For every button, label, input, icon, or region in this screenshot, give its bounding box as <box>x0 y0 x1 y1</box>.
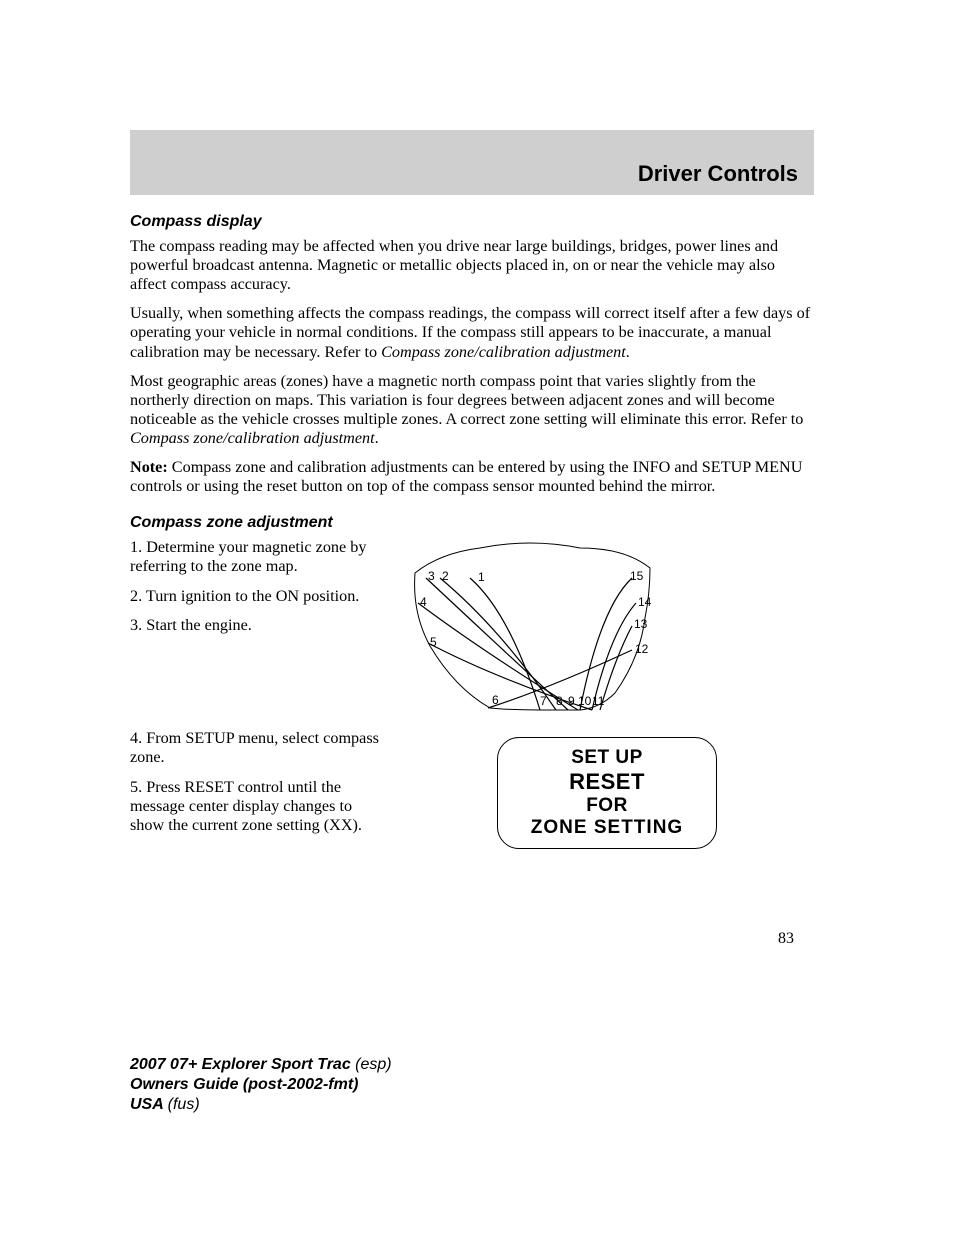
section-heading-compass-display: Compass display <box>130 213 814 231</box>
header-bar: Driver Controls <box>130 130 814 195</box>
zone-label-15: 15 <box>630 569 644 583</box>
footer-country: USA <box>130 1096 168 1113</box>
page-title: Driver Controls <box>638 161 798 187</box>
step-5: 5. Press RESET control until the message… <box>130 778 380 835</box>
step-4: 4. From SETUP menu, select compass zone. <box>130 729 380 767</box>
zone-label-4: 4 <box>420 595 427 609</box>
zone-label-10: 10 <box>578 694 592 708</box>
zone-label-7: 7 <box>540 694 547 708</box>
zone-label-12: 12 <box>635 642 649 656</box>
text: Most geographic areas (zones) have a mag… <box>130 372 803 428</box>
zone-label-6: 6 <box>492 693 499 707</box>
italic-ref: Compass zone/calibration adjustment <box>130 429 375 447</box>
zone-label-13: 13 <box>634 617 648 631</box>
display-line-reset: RESET <box>569 769 645 795</box>
section-heading-zone-adjustment: Compass zone adjustment <box>130 514 814 532</box>
zone-label-14: 14 <box>638 595 652 609</box>
italic-ref: Compass zone/calibration adjustment <box>381 343 626 361</box>
zone-label-1: 1 <box>478 570 485 584</box>
page-number: 83 <box>778 930 794 948</box>
step-1: 1. Determine your magnetic zone by refer… <box>130 538 380 576</box>
zone-label-3: 3 <box>428 569 435 583</box>
zone-label-9: 9 <box>568 694 575 708</box>
footer-model: 2007 07+ Explorer Sport Trac <box>130 1056 355 1073</box>
zone-label-2: 2 <box>442 569 449 583</box>
step-2: 2. Turn ignition to the ON position. <box>130 587 380 606</box>
display-line-setup: SET UP <box>571 747 643 769</box>
zone-map-diagram: 123456789101112131415 <box>400 538 660 718</box>
paragraph: Most geographic areas (zones) have a mag… <box>130 372 814 448</box>
display-line-zone-setting: ZONE SETTING <box>531 817 683 839</box>
footer: 2007 07+ Explorer Sport Trac (esp) Owner… <box>130 1055 392 1115</box>
display-line-for: FOR <box>586 795 628 817</box>
zone-label-11: 11 <box>592 694 605 708</box>
step-3: 3. Start the engine. <box>130 616 380 635</box>
note-label: Note: <box>130 458 168 476</box>
zone-label-5: 5 <box>430 635 437 649</box>
text: Compass zone and calibration adjustments… <box>130 458 802 495</box>
paragraph-note: Note: Compass zone and calibration adjus… <box>130 458 814 496</box>
paragraph: The compass reading may be affected when… <box>130 237 814 294</box>
text: . <box>375 429 379 447</box>
text: . <box>626 343 630 361</box>
footer-code-fus: (fus) <box>168 1096 200 1113</box>
footer-guide: Owners Guide (post-2002-fmt) <box>130 1076 358 1093</box>
paragraph: Usually, when something affects the comp… <box>130 304 814 361</box>
zone-label-8: 8 <box>556 694 563 708</box>
message-center-display: SET UP RESET FOR ZONE SETTING <box>497 737 717 849</box>
footer-code-esp: (esp) <box>355 1056 391 1073</box>
